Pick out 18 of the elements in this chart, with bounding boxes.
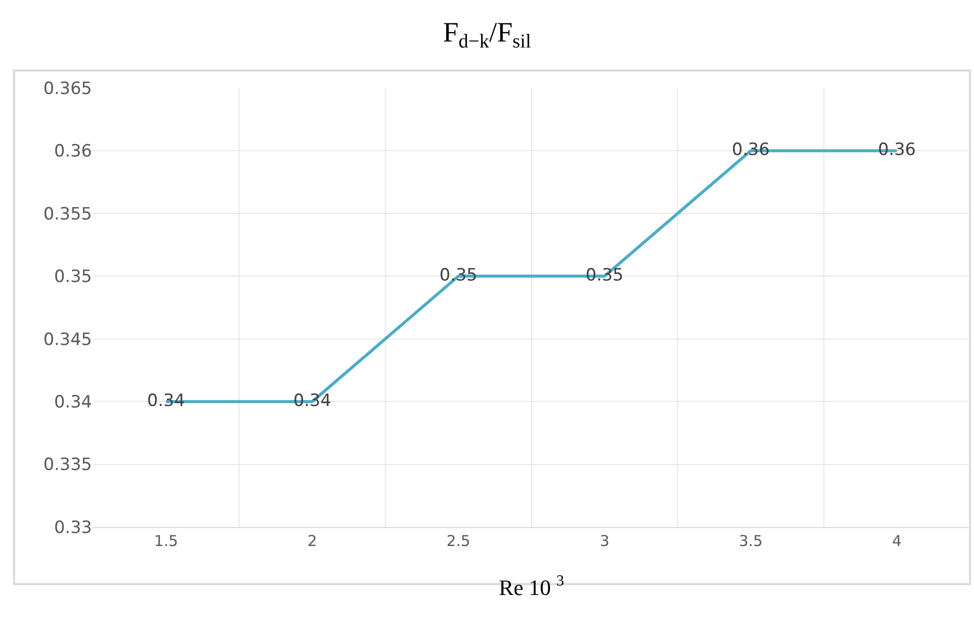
data-label: 0.36 [878,140,916,160]
x-tick-label: 1.5 [154,532,178,550]
x-tick-label: 2 [307,532,318,550]
y-tick-label: 0.34 [54,392,92,413]
y-tick-label: 0.355 [43,204,92,224]
y-tick-label: 0.33 [54,518,92,538]
y-tick-label: 0.345 [43,330,92,350]
x-tick-label: 3.5 [738,532,763,550]
x-axis-title: Re 10 $^{3}$ [498,572,564,600]
y-tick-label: 0.36 [54,142,92,162]
y-tick-label: 0.35 [54,267,92,288]
data-label: 0.34 [147,390,186,411]
chart-title: F$_{d−k}$/F$_{sil}$ [442,18,532,52]
x-tick-label: 3 [600,532,610,550]
x-tick-label: 2.5 [446,532,470,550]
y-tick-label: 0.365 [43,78,92,99]
y-tick-label: 0.335 [43,455,92,476]
x-tick-label: 4 [892,532,902,550]
